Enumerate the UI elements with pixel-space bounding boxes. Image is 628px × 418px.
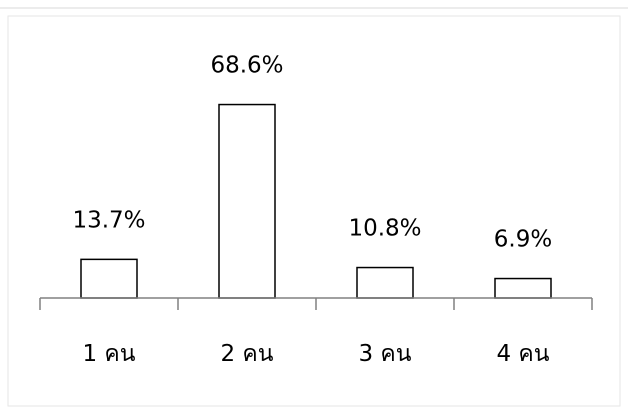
data-label: 13.7% <box>72 207 145 233</box>
x-tick-label: 2 คน <box>220 341 273 367</box>
data-label: 68.6% <box>210 53 283 79</box>
data-label: 6.9% <box>494 227 552 253</box>
x-tick-label: 4 คน <box>496 341 549 367</box>
bar <box>80 258 138 299</box>
data-label: 10.8% <box>348 216 421 242</box>
x-tick-label: 3 คน <box>358 341 411 367</box>
bar <box>494 277 552 299</box>
bar <box>218 103 276 299</box>
bars-layer <box>80 103 552 299</box>
x-tick-label: 1 คน <box>82 341 135 367</box>
bar <box>356 266 414 299</box>
labels-layer: 13.7% 1 คน 68.6% 2 คน 10.8% 3 คน 6.9% 4 คน <box>72 53 552 367</box>
x-axis <box>39 297 593 310</box>
plot-frame <box>7 15 621 407</box>
